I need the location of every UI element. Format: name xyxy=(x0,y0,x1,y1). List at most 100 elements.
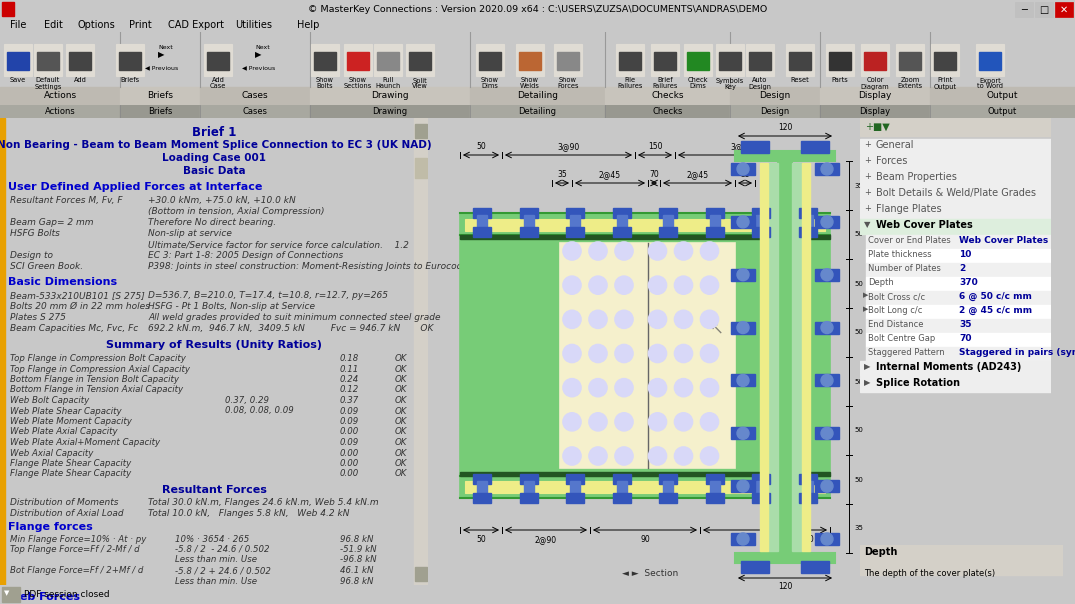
Text: Default: Default xyxy=(35,77,60,83)
Text: +30.0 kNm, +75.0 kN, +10.0 kN: +30.0 kNm, +75.0 kN, +10.0 kN xyxy=(148,196,296,205)
Bar xyxy=(659,474,677,484)
Bar xyxy=(746,43,774,76)
Text: Plate thickness: Plate thickness xyxy=(868,250,932,259)
Circle shape xyxy=(648,447,666,465)
Text: 46.1 kN: 46.1 kN xyxy=(340,566,373,575)
Bar xyxy=(719,51,741,69)
Text: Less than min. Use: Less than min. Use xyxy=(175,556,257,565)
Text: 10% · 3654 · 265: 10% · 3654 · 265 xyxy=(175,535,249,544)
Circle shape xyxy=(615,310,633,329)
Text: Forces: Forces xyxy=(876,156,907,166)
Bar xyxy=(778,161,792,553)
Text: Flange Plates: Flange Plates xyxy=(876,204,942,214)
Text: Therefore No direct bearing.: Therefore No direct bearing. xyxy=(148,218,276,227)
Bar xyxy=(866,333,1051,347)
Text: +: + xyxy=(864,156,871,165)
Circle shape xyxy=(737,374,749,387)
Bar xyxy=(654,51,676,69)
Text: ▶: ▶ xyxy=(864,362,871,371)
Text: Output: Output xyxy=(933,83,957,89)
Bar xyxy=(473,493,491,503)
Bar xyxy=(741,141,769,153)
Circle shape xyxy=(615,413,633,431)
Circle shape xyxy=(589,447,607,465)
Text: 3@90: 3@90 xyxy=(557,142,579,151)
Text: Print: Print xyxy=(129,20,152,30)
Text: 2@90: 2@90 xyxy=(535,535,557,544)
Bar xyxy=(731,533,755,545)
Text: 10: 10 xyxy=(959,250,972,259)
Text: Full: Full xyxy=(383,77,393,83)
Text: Splice Rotation: Splice Rotation xyxy=(876,378,960,388)
Text: Top Flange Force=Ff / 2-Mf / d: Top Flange Force=Ff / 2-Mf / d xyxy=(10,545,140,554)
Text: Display: Display xyxy=(858,91,891,100)
Circle shape xyxy=(563,276,581,294)
Bar xyxy=(1055,2,1073,17)
Text: 0.00: 0.00 xyxy=(340,469,359,478)
Text: 0.18: 0.18 xyxy=(340,354,359,363)
Circle shape xyxy=(701,276,718,294)
Bar xyxy=(860,171,1051,186)
Text: Web Plate Axial+Moment Capacity: Web Plate Axial+Moment Capacity xyxy=(10,438,160,447)
Text: (Bottom in tension, Axial Compression): (Bottom in tension, Axial Compression) xyxy=(148,207,325,216)
Text: Depth: Depth xyxy=(864,547,898,557)
Bar xyxy=(460,476,830,498)
Bar xyxy=(979,51,1001,69)
Text: 50: 50 xyxy=(854,330,863,335)
Text: Welds: Welds xyxy=(520,83,540,89)
Text: 35: 35 xyxy=(740,170,750,179)
Bar xyxy=(802,163,809,551)
Circle shape xyxy=(701,344,718,362)
Bar xyxy=(616,43,644,76)
Bar xyxy=(815,216,838,228)
Bar xyxy=(200,87,310,105)
Text: Cover or End Plates: Cover or End Plates xyxy=(868,236,950,245)
Bar xyxy=(684,43,712,76)
Text: Flange Plate Shear Capacity: Flange Plate Shear Capacity xyxy=(10,459,131,468)
Text: © MasterKey Connections : Version 2020.09 x64 : C:\USERS\ZUZSA\DOCUMENTS\ANDRAS\: © MasterKey Connections : Version 2020.0… xyxy=(307,4,768,13)
Bar xyxy=(860,139,1051,154)
Bar xyxy=(752,208,771,218)
Text: 0.09: 0.09 xyxy=(340,438,359,447)
Bar xyxy=(815,321,838,333)
Text: Output: Output xyxy=(987,91,1018,100)
Bar xyxy=(735,553,835,563)
Text: 0.08, 0.08, 0.09: 0.08, 0.08, 0.09 xyxy=(225,406,293,416)
Bar xyxy=(866,249,1051,263)
Circle shape xyxy=(674,310,692,329)
Text: Show: Show xyxy=(482,77,499,83)
Bar xyxy=(519,51,541,69)
Bar xyxy=(930,105,1075,118)
Bar xyxy=(663,215,673,229)
Text: Failures: Failures xyxy=(617,83,643,89)
Bar xyxy=(2,587,20,602)
Bar xyxy=(710,215,720,229)
Circle shape xyxy=(589,242,607,260)
Bar xyxy=(815,374,838,387)
Text: Output: Output xyxy=(988,107,1017,116)
Text: 0.12: 0.12 xyxy=(340,385,359,394)
Bar xyxy=(659,208,677,218)
Text: 0.37: 0.37 xyxy=(340,396,359,405)
Text: Web Bolt Capacity: Web Bolt Capacity xyxy=(10,396,89,405)
Text: OK: OK xyxy=(395,469,407,478)
Circle shape xyxy=(737,427,749,439)
Text: Web Axial Capacity: Web Axial Capacity xyxy=(10,449,94,457)
Bar xyxy=(519,474,538,484)
Text: Distribution of Moments: Distribution of Moments xyxy=(10,498,118,507)
Bar xyxy=(0,105,120,118)
Bar xyxy=(476,43,504,76)
Circle shape xyxy=(821,321,833,333)
Circle shape xyxy=(674,242,692,260)
Text: Web Cover Plates: Web Cover Plates xyxy=(876,220,973,230)
Circle shape xyxy=(615,379,633,397)
Text: Checks: Checks xyxy=(651,91,684,100)
Text: Flange forces: Flange forces xyxy=(8,521,92,532)
Text: 50: 50 xyxy=(476,142,486,151)
Text: Total 10.0 kN,   Flanges 5.8 kN,   Web 4.2 kN: Total 10.0 kN, Flanges 5.8 kN, Web 4.2 k… xyxy=(148,509,349,518)
Text: Actions: Actions xyxy=(43,91,76,100)
Bar xyxy=(311,43,339,76)
Text: ▼: ▼ xyxy=(4,591,10,597)
Text: Actions: Actions xyxy=(45,107,75,116)
Text: Resultant Forces M, Fv, F: Resultant Forces M, Fv, F xyxy=(10,196,123,205)
